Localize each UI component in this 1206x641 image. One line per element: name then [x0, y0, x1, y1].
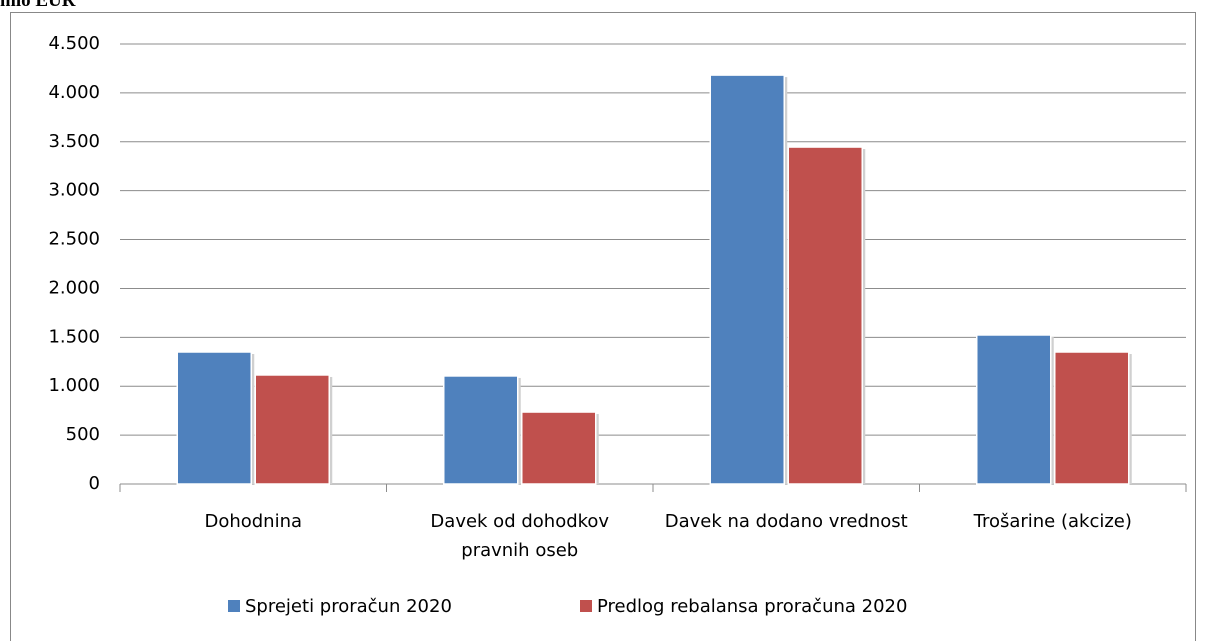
x-tick-label: Trošarine (akcize) — [973, 511, 1132, 532]
legend-label: Sprejeti proračun 2020 — [245, 596, 452, 617]
y-tick-label: 0 — [89, 473, 100, 494]
y-tick-label: 500 — [66, 424, 100, 445]
bar — [787, 146, 863, 485]
y-tick-label: 4.000 — [48, 82, 100, 103]
y-tick-label: 3.000 — [48, 180, 100, 201]
chart-frame — [10, 12, 1196, 641]
legend-swatch — [580, 600, 592, 612]
y-tick-label: 1.500 — [48, 326, 100, 347]
bar — [254, 374, 330, 485]
y-tick-label: 2.000 — [48, 277, 100, 298]
x-tick-label: Davek na dodano vrednost — [664, 511, 908, 532]
bar — [1054, 351, 1130, 485]
legend-swatch — [228, 600, 240, 612]
y-tick-label: 3.500 — [48, 131, 100, 152]
chart-title: mio EUR — [0, 0, 76, 11]
x-tick-label: Dohodnina — [204, 511, 303, 532]
y-tick-label: 4.500 — [48, 33, 100, 54]
y-tick-label: 1.000 — [48, 375, 100, 396]
bar — [443, 375, 519, 485]
bar — [521, 411, 597, 485]
x-tick-label: Davek od dohodkov pravnih oseb — [430, 511, 610, 561]
legend-label: Predlog rebalansa proračuna 2020 — [597, 596, 907, 617]
bar — [176, 351, 252, 485]
bar — [976, 334, 1052, 485]
bar — [709, 74, 785, 485]
y-tick-label: 2.500 — [48, 229, 100, 250]
